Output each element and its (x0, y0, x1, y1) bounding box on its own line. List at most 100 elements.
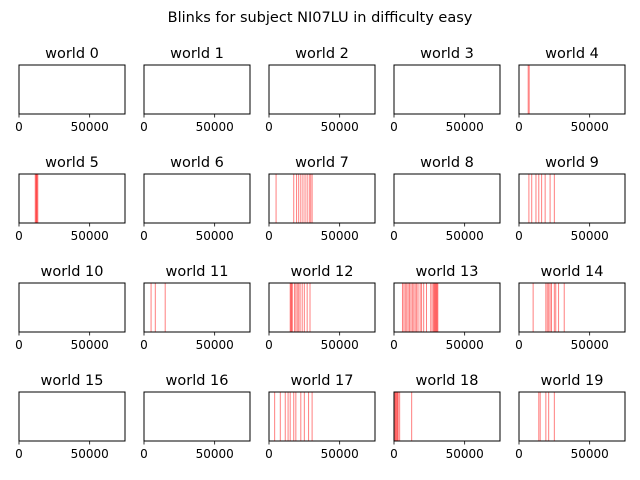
subplot-panel: world 19 0 50000 (515, 373, 626, 461)
subplot-panel: world 6 0 50000 (140, 155, 251, 243)
x-tick-label: 50000 (196, 447, 234, 461)
subplot-title: world 8 (420, 155, 474, 171)
subplot-panel: world 0 0 50000 (15, 46, 126, 134)
subplot-panel: world 9 0 50000 (515, 155, 626, 243)
x-tick-label: 0 (515, 447, 523, 461)
subplot-title: world 6 (170, 155, 224, 171)
x-tick-label: 50000 (71, 120, 109, 134)
subplot-title: world 7 (295, 155, 349, 171)
subplot-title: world 12 (291, 264, 354, 280)
x-tick-label: 0 (140, 338, 148, 352)
subplot-title: world 19 (541, 373, 604, 389)
x-tick-label: 0 (140, 229, 148, 243)
subplot-frame (18, 173, 126, 224)
x-tick-label: 50000 (321, 229, 359, 243)
x-tick-label: 0 (15, 120, 23, 134)
subplot-title: world 2 (295, 46, 349, 62)
subplot-panel: world 5 0 50000 (15, 155, 126, 243)
subplot-frame (18, 391, 126, 442)
subplot-frame (393, 282, 501, 333)
x-tick-label: 0 (265, 120, 273, 134)
subplot-frame (18, 64, 126, 115)
subplot-frame (268, 173, 376, 224)
subplot-frame (518, 282, 626, 333)
x-tick-label: 50000 (71, 338, 109, 352)
x-tick-label: 50000 (446, 338, 484, 352)
subplot-panel: world 13 0 50000 (390, 264, 501, 352)
subplot-title: world 15 (41, 373, 104, 389)
x-tick-label: 50000 (571, 338, 609, 352)
subplot-title: world 9 (545, 155, 599, 171)
x-tick-label: 0 (15, 229, 23, 243)
x-tick-label: 50000 (196, 338, 234, 352)
subplot-frame (268, 391, 376, 442)
subplot-frame (268, 64, 376, 115)
subplot-frame (143, 173, 251, 224)
subplot-panel: world 2 0 50000 (265, 46, 376, 134)
subplot-title: world 5 (45, 155, 99, 171)
subplot-frame (18, 282, 126, 333)
x-tick-label: 0 (265, 447, 273, 461)
subplot-panel: world 7 0 50000 (265, 155, 376, 243)
x-tick-label: 0 (140, 120, 148, 134)
subplot-title: world 14 (541, 264, 604, 280)
subplot-title: world 0 (45, 46, 99, 62)
subplot-panel: world 4 0 50000 (515, 46, 626, 134)
subplot-panel: world 18 0 50000 (390, 373, 501, 461)
subplot-panel: world 10 0 50000 (15, 264, 126, 352)
subplot-frame (143, 282, 251, 333)
x-tick-label: 0 (390, 338, 398, 352)
x-tick-label: 50000 (71, 447, 109, 461)
subplot-frame (518, 173, 626, 224)
figure-title: Blinks for subject NI07LU in difficulty … (168, 10, 473, 26)
subplot-title: world 16 (166, 373, 229, 389)
subplot-title: world 13 (416, 264, 479, 280)
x-tick-label: 50000 (321, 338, 359, 352)
subplot-frame (393, 173, 501, 224)
x-tick-label: 50000 (446, 229, 484, 243)
subplot-panel: world 3 0 50000 (390, 46, 501, 134)
subplot-title: world 3 (420, 46, 474, 62)
x-tick-label: 50000 (571, 120, 609, 134)
subplot-title: world 10 (41, 264, 104, 280)
x-tick-label: 0 (515, 229, 523, 243)
x-tick-label: 0 (265, 338, 273, 352)
x-tick-label: 0 (390, 447, 398, 461)
subplot-panel: world 11 0 50000 (140, 264, 251, 352)
subplot-panel: world 12 0 50000 (265, 264, 376, 352)
x-tick-label: 50000 (446, 120, 484, 134)
subplot-frame (393, 64, 501, 115)
subplot-panel: world 15 0 50000 (15, 373, 126, 461)
x-tick-label: 50000 (571, 447, 609, 461)
subplot-frame (518, 64, 626, 115)
subplot-title: world 1 (170, 46, 224, 62)
x-tick-label: 0 (515, 120, 523, 134)
subplot-frame (393, 391, 501, 442)
subplot-panel: world 1 0 50000 (140, 46, 251, 134)
subplot-frame (268, 282, 376, 333)
subplot-panel: world 8 0 50000 (390, 155, 501, 243)
subplot-panel: world 16 0 50000 (140, 373, 251, 461)
subplot-title: world 4 (545, 46, 599, 62)
x-tick-label: 50000 (321, 447, 359, 461)
subplot-title: world 11 (166, 264, 229, 280)
x-tick-label: 0 (515, 338, 523, 352)
subplot-frame (143, 64, 251, 115)
x-tick-label: 0 (265, 229, 273, 243)
x-tick-label: 50000 (446, 447, 484, 461)
subplot-title: world 17 (291, 373, 354, 389)
x-tick-label: 50000 (321, 120, 359, 134)
subplot-panel: world 14 0 50000 (515, 264, 626, 352)
subplot-frame (518, 391, 626, 442)
x-tick-label: 0 (390, 229, 398, 243)
x-tick-label: 50000 (571, 229, 609, 243)
x-tick-label: 0 (140, 447, 148, 461)
x-tick-label: 0 (15, 447, 23, 461)
x-tick-label: 0 (390, 120, 398, 134)
subplot-frame (143, 391, 251, 442)
subplot-panel: world 17 0 50000 (265, 373, 376, 461)
x-tick-label: 0 (15, 338, 23, 352)
